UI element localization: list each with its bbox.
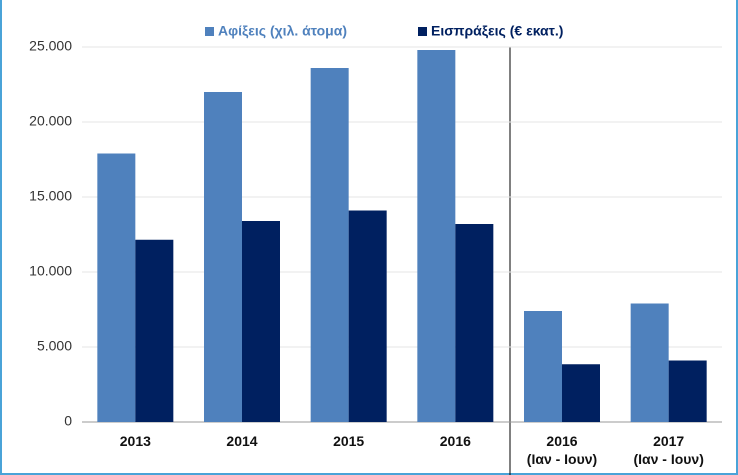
bar (310, 68, 349, 422)
bar (97, 153, 136, 422)
legend-label: Εισπράξεις (€ εκατ.) (431, 23, 563, 39)
bar (630, 303, 669, 422)
bar (668, 360, 707, 422)
bar (455, 224, 494, 422)
legend-label: Αφίξεις (χιλ. άτομα) (218, 23, 347, 39)
bar (348, 210, 387, 422)
y-tick-label: 25.000 (29, 38, 72, 54)
y-tick-label: 20.000 (29, 113, 72, 129)
x-tick-label: 2017 (Ιαν - Ιουν) (633, 433, 704, 467)
legend-swatch (205, 27, 214, 36)
bar (417, 50, 456, 422)
bar (562, 364, 600, 422)
x-tick-label: 2016 (439, 433, 471, 449)
x-tick-label: 2014 (226, 433, 258, 449)
y-tick-label: 5.000 (37, 338, 72, 354)
x-tick-label: 2016 (Ιαν - Ιουν) (526, 433, 598, 467)
y-tick-label: 10.000 (29, 263, 72, 279)
bar (204, 92, 242, 422)
bar (242, 221, 280, 422)
bar (135, 239, 174, 422)
bar (524, 311, 562, 422)
x-tick-label: 2015 (333, 433, 365, 449)
y-tick-label: 15.000 (29, 188, 72, 204)
x-tick-label: 2013 (119, 433, 151, 449)
y-tick-label: 0 (64, 413, 72, 429)
legend-swatch (418, 27, 427, 36)
